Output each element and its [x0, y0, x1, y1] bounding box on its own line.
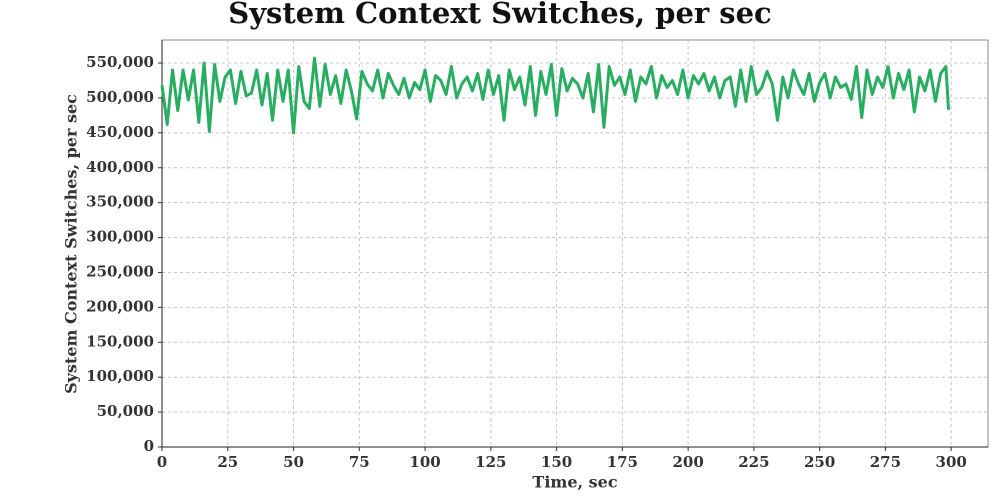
x-tick-label: 100 [409, 453, 440, 471]
data-line [160, 56, 951, 135]
y-tick-label: 150,000 [86, 332, 154, 350]
x-tick-label: 200 [672, 453, 703, 471]
y-tick-label: 0 [144, 437, 154, 455]
y-tick-label: 250,000 [86, 262, 154, 280]
y-tick-label: 500,000 [86, 88, 154, 106]
y-tick-label: 400,000 [86, 158, 154, 176]
y-tick-label: 300,000 [86, 228, 154, 246]
y-tick-label: 200,000 [86, 297, 154, 315]
x-tick-label: 225 [738, 453, 769, 471]
x-tick-label: 0 [157, 453, 167, 471]
x-tick-label: 25 [217, 453, 238, 471]
x-tick-label: 250 [804, 453, 835, 471]
chart-title: System Context Switches, per sec [228, 0, 771, 30]
y-axis-label: System Context Switches, per sec [62, 94, 81, 394]
x-tick-label: 50 [283, 453, 304, 471]
x-tick-label: 175 [607, 453, 638, 471]
y-tick-label: 350,000 [86, 193, 154, 211]
plot-area [161, 39, 989, 448]
x-tick-label: 300 [936, 453, 967, 471]
x-axis-label: Time, sec [532, 473, 617, 492]
y-tick-label: 100,000 [86, 367, 154, 385]
x-tick-label: 150 [541, 453, 572, 471]
y-tick-label: 550,000 [86, 53, 154, 71]
x-tick-label: 125 [475, 453, 506, 471]
x-tick-label: 75 [349, 453, 370, 471]
y-tick-label: 50,000 [97, 402, 154, 420]
y-tick-label: 450,000 [86, 123, 154, 141]
x-tick-label: 275 [870, 453, 901, 471]
